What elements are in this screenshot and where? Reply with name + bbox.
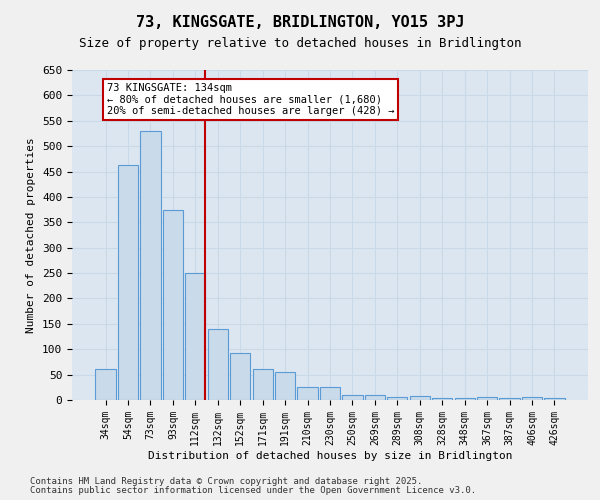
Text: Size of property relative to detached houses in Bridlington: Size of property relative to detached ho… xyxy=(79,38,521,51)
Bar xyxy=(387,398,407,400)
Bar xyxy=(95,368,116,400)
Bar xyxy=(432,398,452,400)
Bar xyxy=(365,395,385,400)
Bar xyxy=(499,398,520,400)
Bar xyxy=(118,165,138,400)
Bar xyxy=(477,398,497,400)
Bar xyxy=(410,396,430,400)
Text: Contains public sector information licensed under the Open Government Licence v3: Contains public sector information licen… xyxy=(30,486,476,495)
Bar xyxy=(140,131,161,400)
Text: 73, KINGSGATE, BRIDLINGTON, YO15 3PJ: 73, KINGSGATE, BRIDLINGTON, YO15 3PJ xyxy=(136,15,464,30)
X-axis label: Distribution of detached houses by size in Bridlington: Distribution of detached houses by size … xyxy=(148,450,512,460)
Bar xyxy=(275,372,295,400)
Bar xyxy=(163,210,183,400)
Bar xyxy=(230,353,250,400)
Bar xyxy=(343,395,362,400)
Text: Contains HM Land Registry data © Crown copyright and database right 2025.: Contains HM Land Registry data © Crown c… xyxy=(30,478,422,486)
Bar xyxy=(298,388,317,400)
Bar xyxy=(455,398,475,400)
Y-axis label: Number of detached properties: Number of detached properties xyxy=(26,137,37,333)
Bar xyxy=(253,368,273,400)
Bar xyxy=(185,273,205,400)
Bar xyxy=(320,388,340,400)
Bar xyxy=(544,398,565,400)
Text: 73 KINGSGATE: 134sqm
← 80% of detached houses are smaller (1,680)
20% of semi-de: 73 KINGSGATE: 134sqm ← 80% of detached h… xyxy=(107,82,394,116)
Bar xyxy=(208,329,228,400)
Bar xyxy=(522,398,542,400)
